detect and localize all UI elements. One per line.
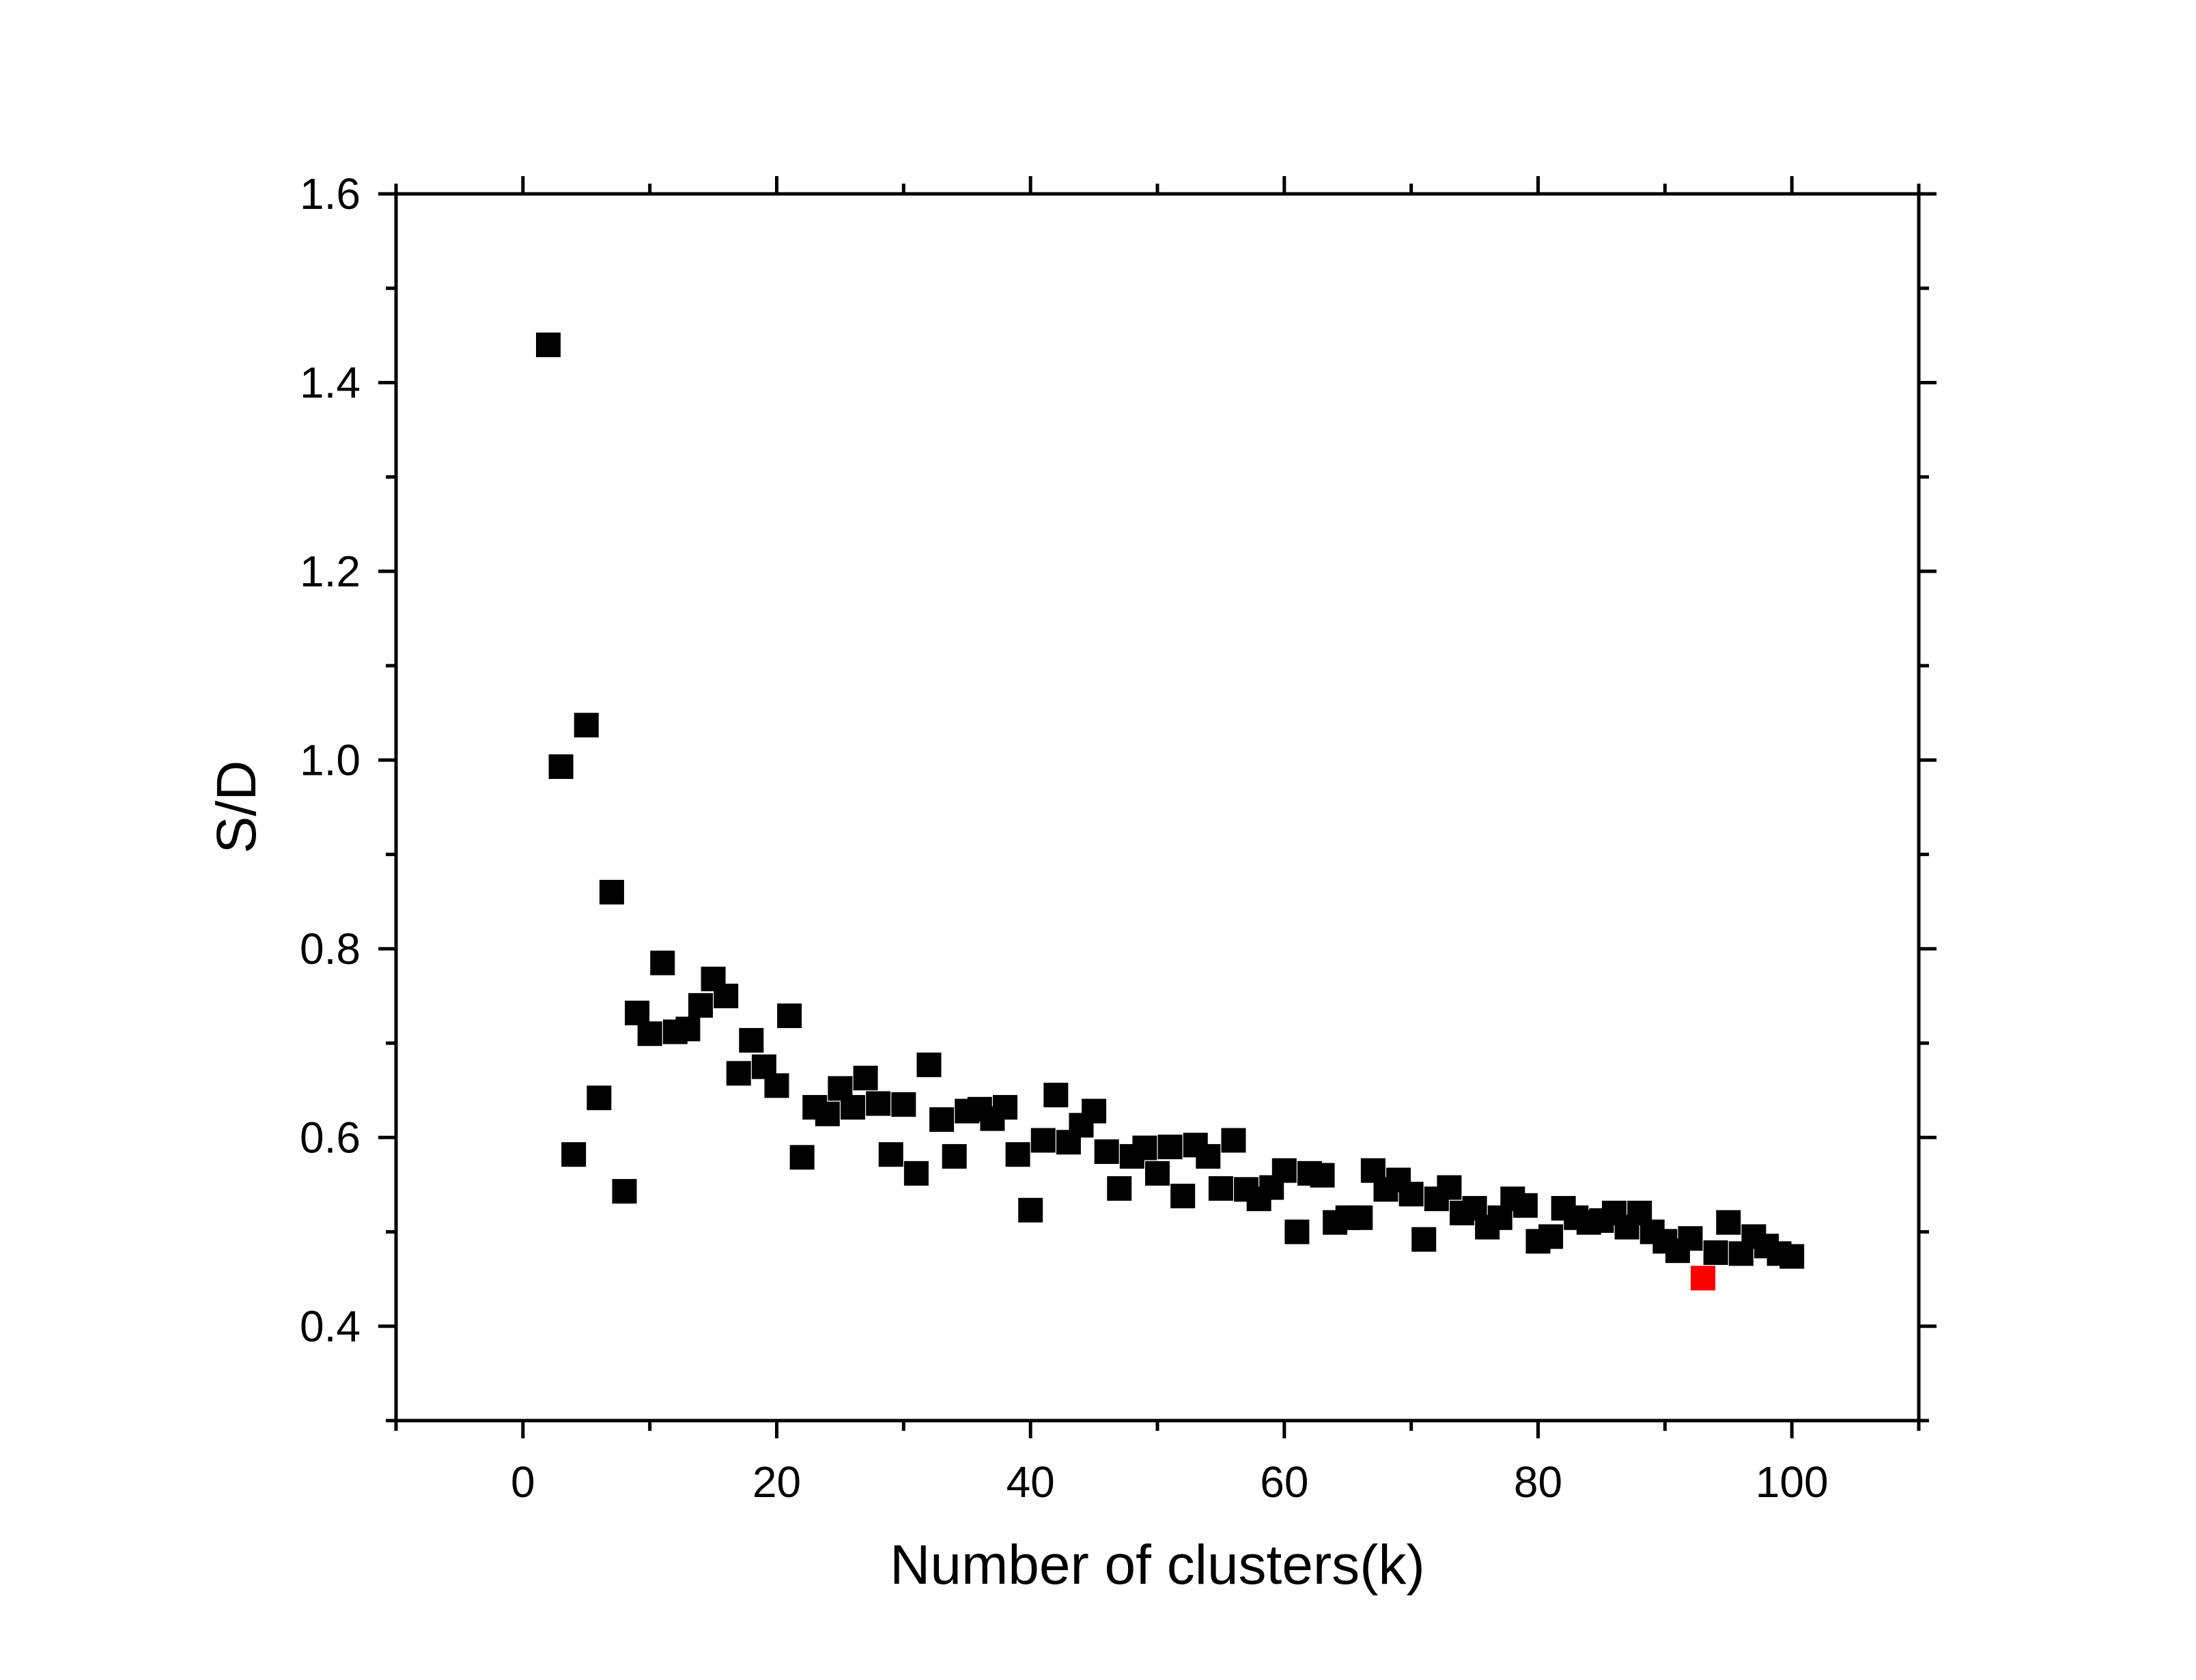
data-point (1157, 1135, 1183, 1160)
y-tick-label: 1.2 (300, 547, 361, 596)
data-point (1779, 1244, 1805, 1269)
data-point (1703, 1240, 1728, 1265)
data-point (1310, 1163, 1335, 1188)
y-tick-label: 0.6 (300, 1113, 361, 1162)
data-point (1284, 1219, 1310, 1244)
data-point (764, 1073, 789, 1098)
data-point (625, 1000, 650, 1025)
y-tick-label: 0.4 (300, 1302, 361, 1351)
data-point (1678, 1226, 1703, 1251)
data-point (1538, 1224, 1564, 1249)
axis-ticks (378, 176, 1937, 1438)
data-point (853, 1066, 878, 1091)
y-axis-title: S/D (206, 760, 268, 854)
x-tick-label: 40 (1006, 1457, 1055, 1507)
data-point (891, 1092, 916, 1117)
highlighted-data-point (1691, 1266, 1716, 1291)
data-point (536, 332, 561, 358)
x-tick-label: 0 (511, 1457, 535, 1507)
data-point (1094, 1139, 1119, 1165)
data-point (903, 1161, 929, 1186)
data-point (1196, 1143, 1221, 1169)
data-point (916, 1052, 942, 1077)
data-point (1208, 1176, 1233, 1201)
x-tick-label: 100 (1756, 1457, 1829, 1507)
data-point (866, 1091, 891, 1116)
y-tick-label: 1.4 (300, 358, 361, 407)
data-point (1411, 1227, 1437, 1252)
data-point (1018, 1197, 1043, 1223)
data-point (1030, 1128, 1056, 1153)
data-point (1437, 1175, 1462, 1200)
data-point (561, 1142, 587, 1167)
data-points (536, 332, 1805, 1291)
data-point (599, 879, 624, 905)
data-point (574, 713, 599, 738)
data-point (1107, 1176, 1132, 1201)
data-point (1145, 1161, 1170, 1186)
data-point (739, 1027, 764, 1053)
data-point (688, 993, 713, 1018)
data-point (993, 1095, 1017, 1120)
data-point (1398, 1182, 1424, 1207)
data-point (726, 1061, 751, 1086)
data-point (1043, 1083, 1069, 1108)
x-tick-label: 20 (752, 1457, 801, 1507)
data-point (1082, 1098, 1107, 1124)
data-point (1132, 1135, 1157, 1161)
y-tick-label: 1.6 (300, 169, 361, 218)
data-point (1716, 1210, 1741, 1235)
data-point (878, 1142, 903, 1167)
data-point (637, 1021, 662, 1047)
y-tick-label: 0.8 (300, 924, 361, 973)
data-point (815, 1101, 840, 1126)
axis-tick-labels: 0 20 40 60 80 100 0.4 0.6 0.8 1.0 1.2 1.4 1.6 (300, 169, 1829, 1507)
data-point (789, 1145, 815, 1170)
data-point (841, 1095, 865, 1120)
data-point (777, 1003, 802, 1028)
data-point (1221, 1128, 1246, 1153)
data-point (675, 1016, 701, 1042)
data-point (612, 1179, 637, 1204)
data-point (929, 1107, 955, 1133)
data-point (650, 950, 675, 976)
y-tick-label: 1.0 (300, 735, 361, 784)
data-point (548, 754, 574, 780)
data-point (1512, 1193, 1538, 1218)
data-point (1348, 1205, 1373, 1230)
x-tick-label: 80 (1514, 1457, 1562, 1507)
data-point (714, 983, 739, 1008)
data-point (587, 1085, 612, 1111)
data-point (942, 1143, 967, 1169)
data-point (1170, 1184, 1196, 1209)
x-axis-title: Number of clusters(k) (890, 1534, 1425, 1596)
data-point (1005, 1142, 1030, 1167)
x-tick-label: 60 (1260, 1457, 1308, 1507)
data-point (1271, 1158, 1297, 1183)
